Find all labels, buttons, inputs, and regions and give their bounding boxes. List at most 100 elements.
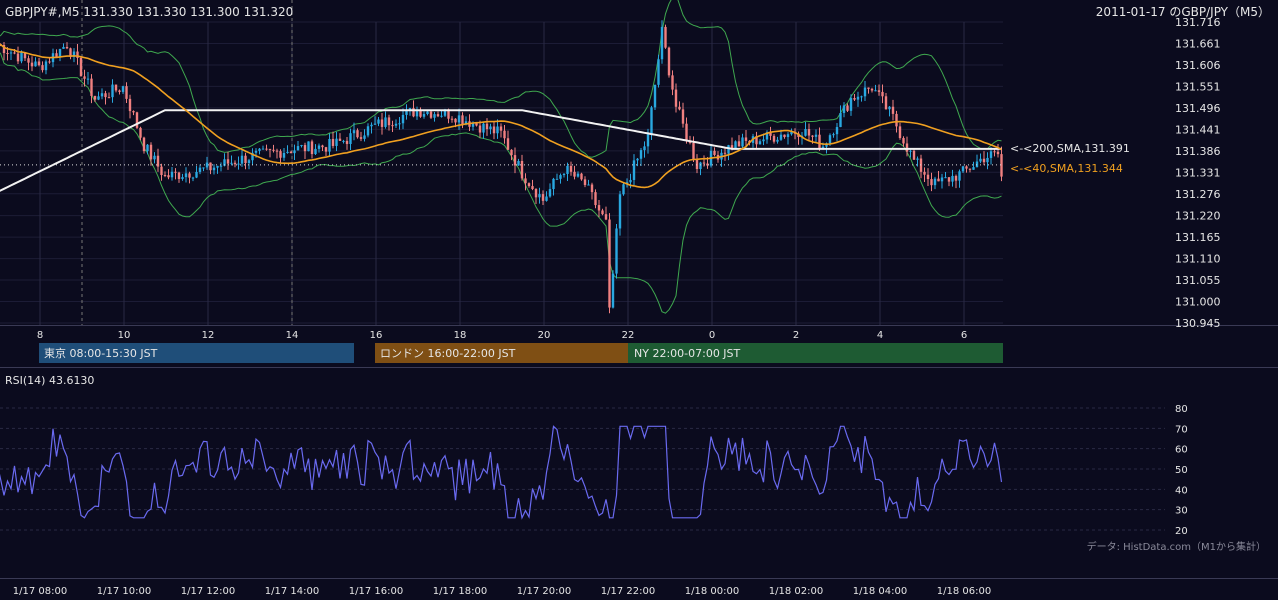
candle-body	[755, 136, 758, 145]
candle-body	[230, 162, 233, 164]
candle-body	[387, 117, 391, 126]
candle-body	[517, 160, 520, 166]
price-gridlines	[0, 21, 1003, 324]
rsi-tick-label: 50	[1175, 465, 1188, 476]
candle-body	[702, 162, 706, 164]
price-tick-label: 131.276	[1175, 188, 1221, 201]
candle-body	[48, 61, 51, 63]
rsi-axis: 80 70 60 50 40 30 20	[1175, 404, 1188, 537]
candle-body	[86, 78, 90, 80]
candle-body	[807, 129, 811, 136]
candle-body	[422, 114, 426, 117]
candle-body	[58, 48, 62, 58]
session-tokyo-bar	[39, 343, 354, 363]
sma-lines	[0, 43, 1002, 192]
candle-body	[443, 109, 447, 116]
candle-body	[170, 171, 174, 178]
candle-body	[370, 124, 373, 127]
candle-body	[41, 65, 44, 71]
candle-body	[359, 137, 363, 139]
rsi-tick-label: 60	[1175, 445, 1188, 456]
sma200-line	[0, 109, 1002, 192]
candle-body	[930, 179, 933, 186]
candle-body	[965, 166, 968, 169]
hour-tick-label: 0	[709, 330, 715, 341]
hour-tick-label: 12	[202, 330, 215, 341]
candle-body	[13, 52, 16, 54]
candlesticks	[0, 20, 1003, 314]
candle-body	[779, 134, 783, 140]
candle-body	[226, 159, 230, 164]
candle-body	[576, 173, 580, 177]
hour-tick-label: 2	[793, 330, 799, 341]
candle-body	[181, 177, 184, 179]
candle-body	[979, 158, 982, 162]
candle-body	[153, 155, 156, 160]
candle-body	[758, 141, 762, 145]
session-ny-label: NY 22:00-07:00 JST	[634, 347, 741, 360]
price-tick-label: 131.551	[1175, 80, 1221, 93]
candle-body	[265, 148, 268, 150]
candle-body	[321, 145, 324, 148]
date-tick-label: 1/18 04:00	[853, 586, 907, 597]
candle-body	[261, 148, 265, 150]
candle-body	[524, 178, 527, 184]
candle-body	[503, 130, 506, 139]
date-tick-label: 1/17 22:00	[601, 586, 655, 597]
candle-body	[737, 141, 741, 147]
candle-body	[219, 165, 223, 167]
candle-body	[62, 46, 65, 49]
candle-body	[363, 135, 366, 139]
candle-body	[23, 52, 27, 59]
candle-body	[828, 135, 832, 144]
candle-body	[713, 150, 716, 155]
date-tick-label: 1/17 14:00	[265, 586, 319, 597]
candle-body	[293, 150, 296, 154]
candle-body	[419, 110, 422, 117]
candle-body	[636, 158, 639, 161]
candle-body	[590, 184, 594, 193]
candle-body	[573, 171, 576, 177]
candle-body	[209, 162, 212, 171]
candle-body	[541, 194, 545, 201]
candle-body	[804, 129, 807, 136]
rsi-tick-label: 40	[1175, 485, 1188, 496]
candle-body	[510, 149, 513, 156]
candle-body	[429, 111, 433, 118]
candle-body	[104, 93, 107, 98]
candle-body	[251, 152, 254, 161]
candle-body	[664, 26, 667, 48]
candle-body	[520, 160, 524, 179]
candle-body	[244, 155, 247, 164]
candle-body	[2, 44, 6, 54]
hour-tick-label: 18	[454, 330, 467, 341]
date-tick-label: 1/18 00:00	[685, 586, 739, 597]
candle-body	[601, 210, 604, 215]
candle-body	[464, 121, 468, 125]
candle-body	[622, 184, 625, 195]
price-axis: 131.716 131.661 131.606 131.551 131.496 131.4…	[1175, 16, 1221, 330]
candle-body	[142, 137, 146, 152]
candle-body	[842, 105, 846, 113]
price-tick-label: 131.716	[1175, 16, 1221, 29]
candle-body	[156, 155, 160, 167]
candle-body	[821, 146, 825, 149]
candle-body	[958, 171, 961, 181]
candle-body	[30, 62, 34, 67]
candle-body	[90, 78, 93, 96]
candle-body	[338, 138, 342, 141]
candle-body	[968, 168, 972, 170]
vertical-gridlines	[39, 0, 965, 325]
candle-body	[426, 111, 429, 115]
candle-body	[898, 126, 902, 139]
hour-tick-label: 6	[961, 330, 967, 341]
candle-body	[772, 135, 776, 142]
candle-body	[629, 179, 632, 183]
candle-body	[496, 126, 499, 134]
candle-body	[860, 96, 863, 98]
candle-body	[692, 142, 695, 160]
date-tick-label: 1/17 16:00	[349, 586, 403, 597]
candle-body	[125, 86, 128, 99]
candle-body	[884, 96, 888, 110]
